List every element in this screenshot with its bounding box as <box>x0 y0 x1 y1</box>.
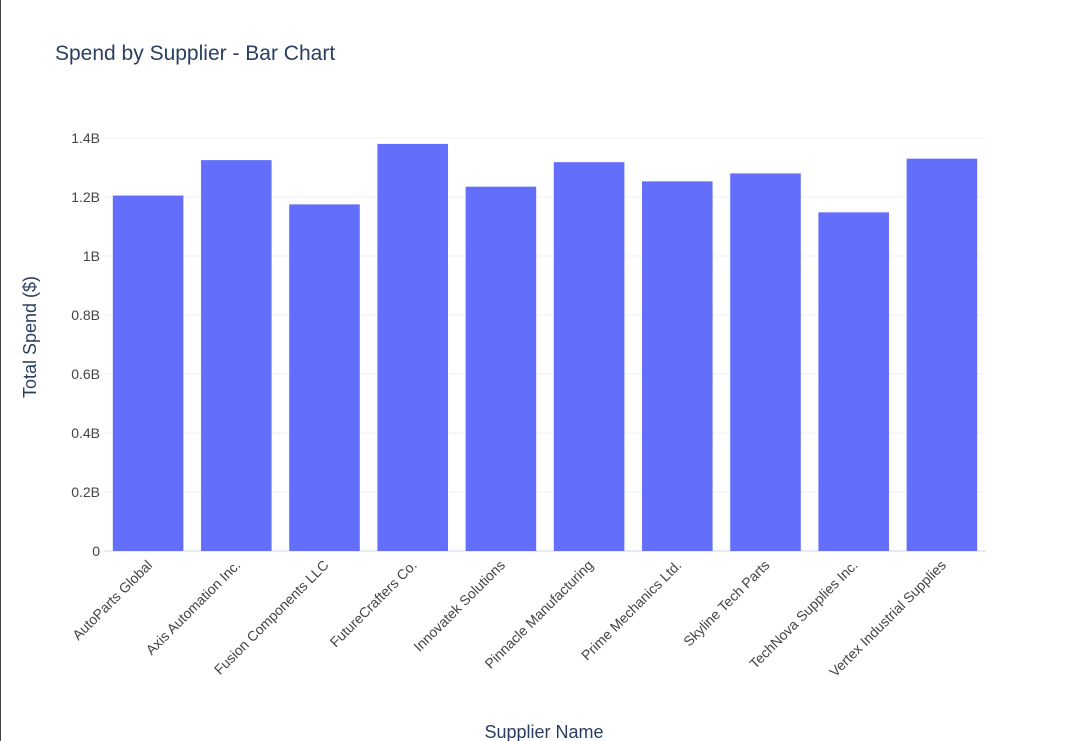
bar[interactable] <box>112 195 184 551</box>
y-axis-ticks: 0 0.2B 0.4B 0.6B 0.8B 1B 1.2B 1.4B <box>71 130 100 559</box>
x-tick-label: AutoParts Global <box>69 557 155 643</box>
y-tick-label: 1.4B <box>71 130 100 146</box>
x-tick-label: Innovatek Solutions <box>410 557 508 655</box>
x-tick-label: Axis Automation Inc. <box>142 557 243 658</box>
y-axis-title: Total Spend ($) <box>20 276 40 398</box>
x-axis-title: Supplier Name <box>484 722 603 741</box>
y-tick-label: 0.8B <box>71 307 100 323</box>
bar[interactable] <box>289 204 360 551</box>
bars <box>112 143 978 552</box>
x-tick-label: Prime Mechanics Ltd. <box>578 557 684 663</box>
y-tick-label: 0.2B <box>71 484 100 500</box>
bar[interactable] <box>201 160 272 551</box>
y-tick-label: 0.4B <box>71 425 100 441</box>
y-tick-label: 1B <box>83 248 100 264</box>
y-tick-label: 0.6B <box>71 366 100 382</box>
y-tick-label: 1.2B <box>71 189 100 205</box>
bar[interactable] <box>553 162 625 551</box>
x-tick-label: FutureCrafters Co. <box>327 557 420 650</box>
y-tick-label: 0 <box>92 543 100 559</box>
chart-title: Spend by Supplier - Bar Chart <box>55 42 335 65</box>
window-left-edge <box>0 0 1 741</box>
bar[interactable] <box>465 186 537 552</box>
x-tick-label: Skyline Tech Parts <box>680 557 773 650</box>
bar[interactable] <box>906 158 978 551</box>
bar[interactable] <box>730 173 801 551</box>
bar[interactable] <box>818 212 889 551</box>
bar[interactable] <box>642 181 713 552</box>
bar[interactable] <box>377 143 448 551</box>
